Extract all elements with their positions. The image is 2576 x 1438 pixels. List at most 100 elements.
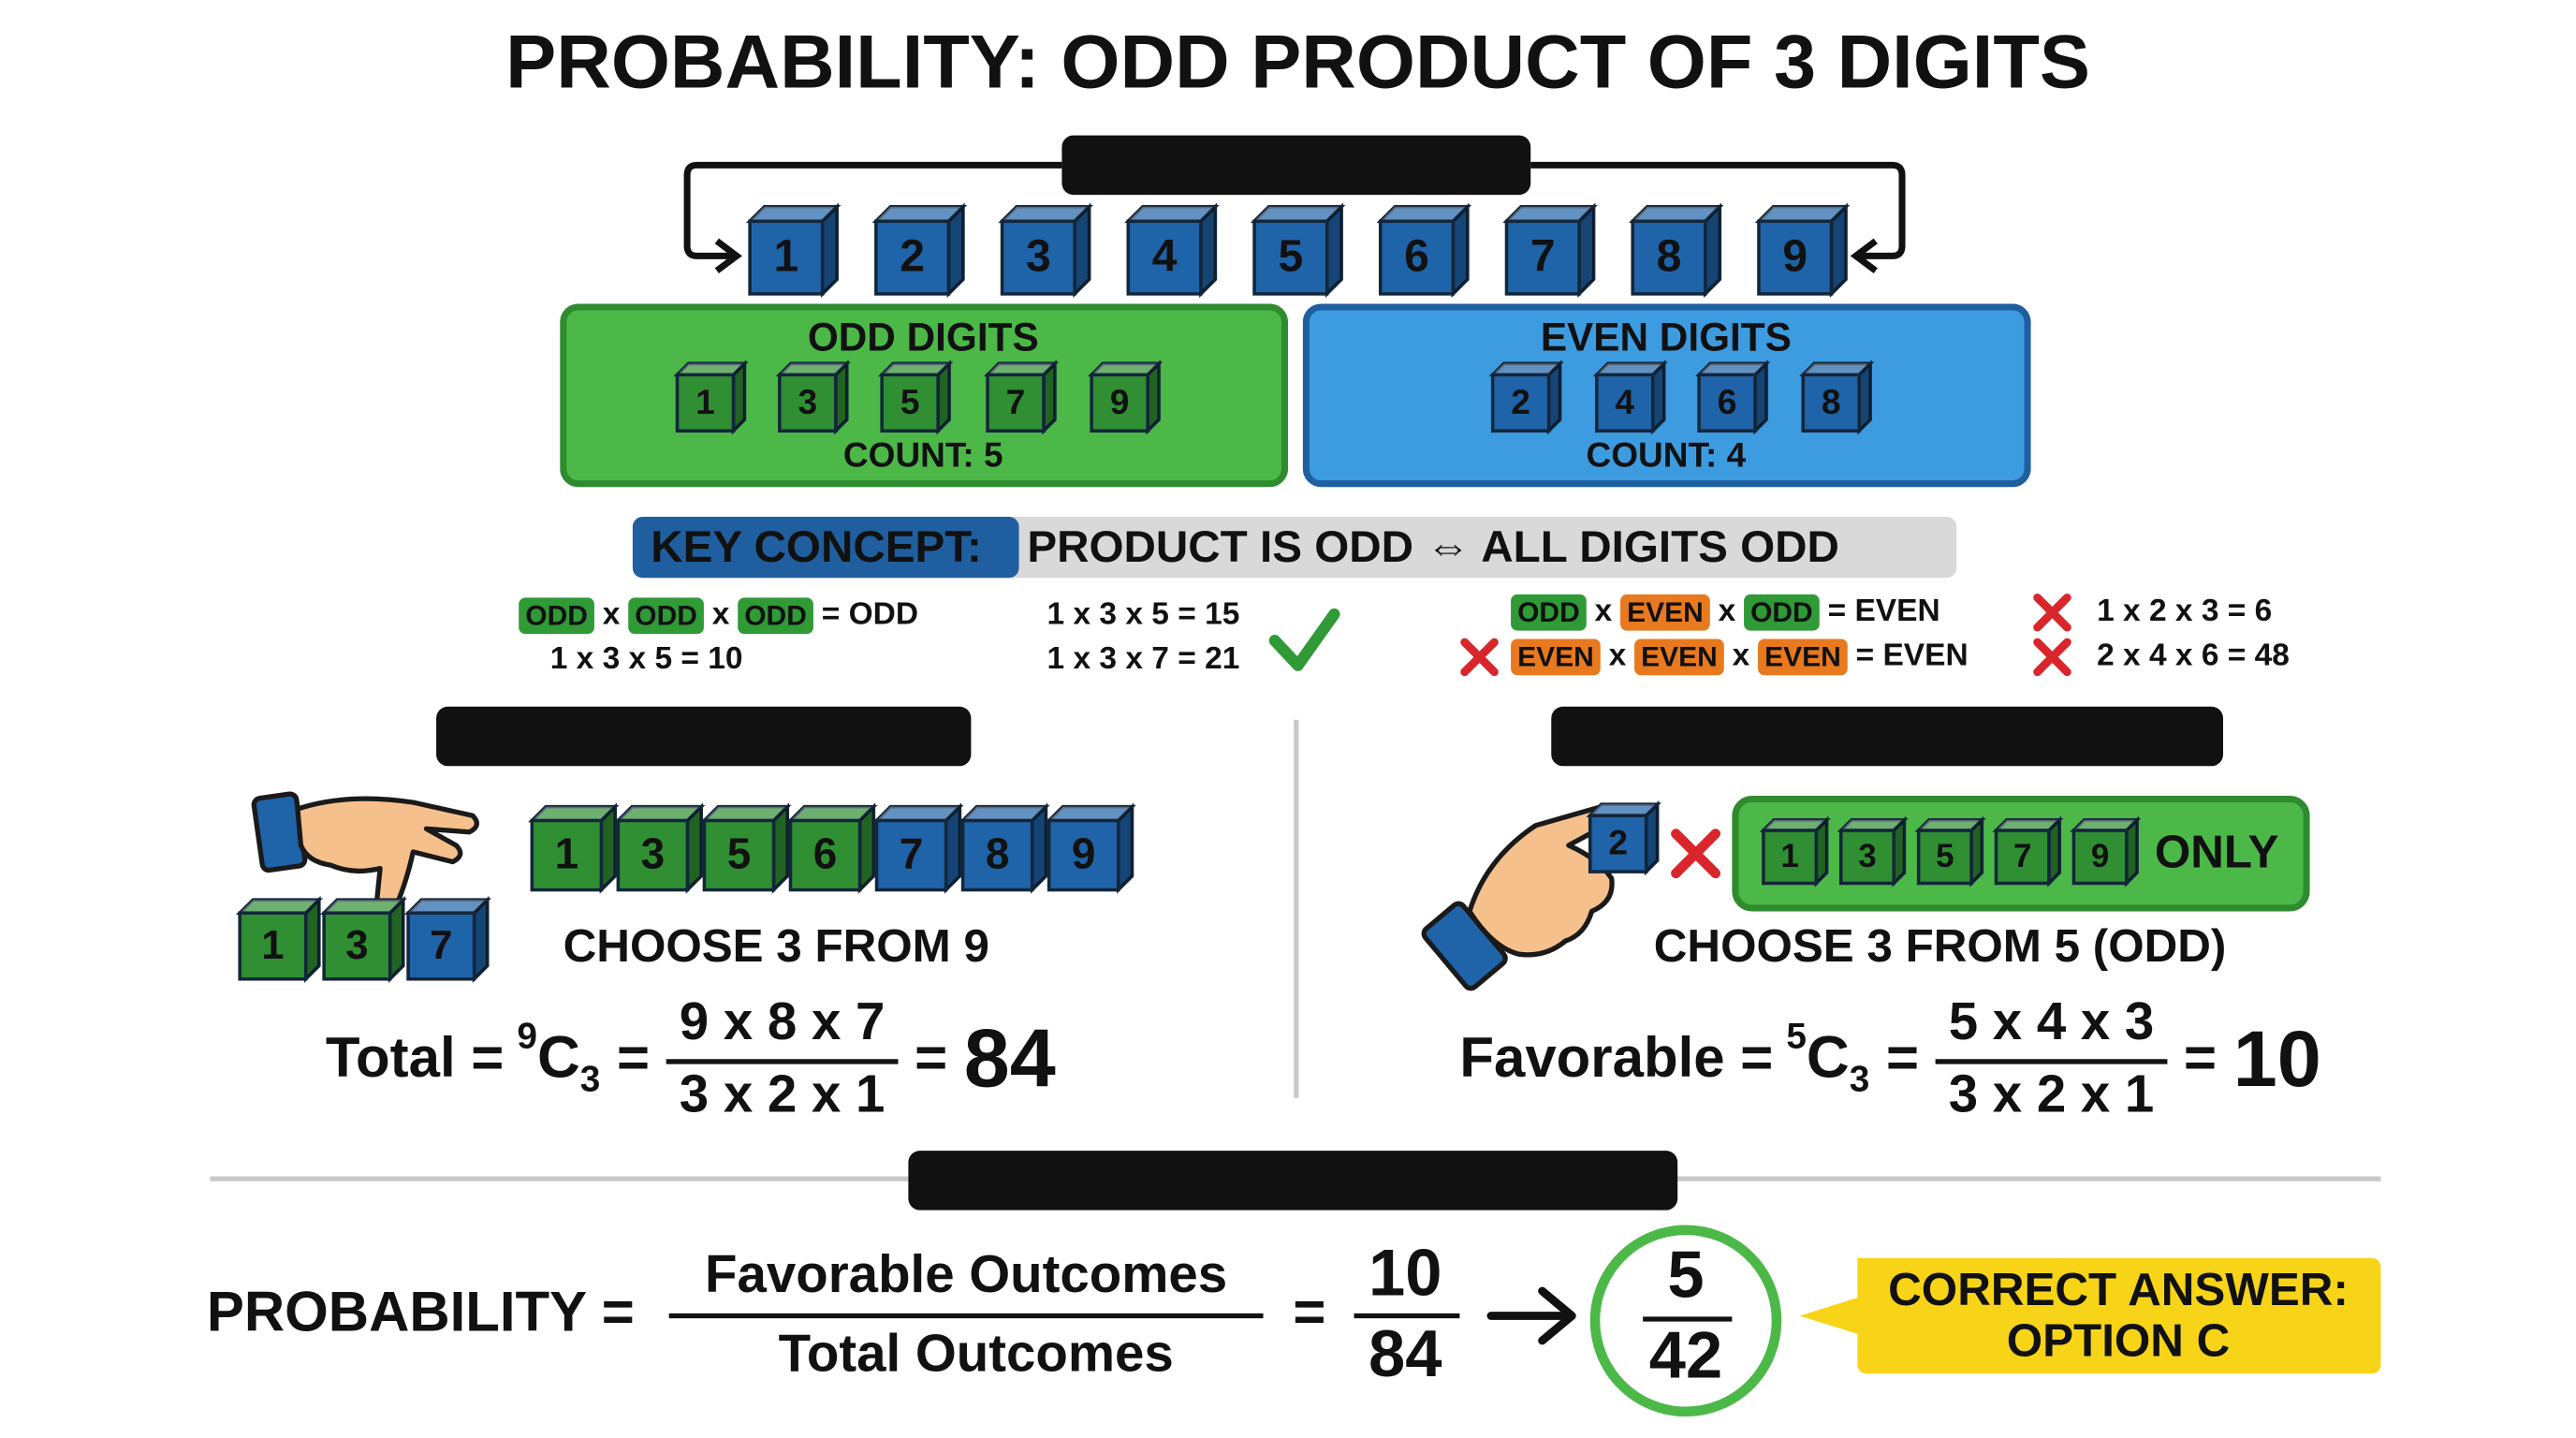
fraction-numerator: 9 x 8 x 7: [680, 991, 886, 1050]
cube-top-shade: [1091, 363, 1160, 375]
key-concept-label-bg: [632, 516, 1019, 579]
digit-cube: 7: [1992, 815, 2064, 888]
fraction-denominator: 3 x 2 x 1: [1949, 1064, 2155, 1123]
cube-digit: 1: [774, 231, 799, 282]
cube-face: [1839, 829, 1895, 886]
digit-cube: 8: [959, 802, 1050, 894]
result: = EVEN: [1828, 594, 1940, 628]
cube-top-shade: [532, 806, 616, 821]
cube-side-shade: [1200, 206, 1216, 294]
cube-top-shade: [240, 900, 319, 914]
formula-label: Total =: [326, 1026, 504, 1089]
cube-face: [322, 911, 392, 981]
digit-cube: 6: [786, 802, 878, 894]
cube-top-shade: [704, 806, 788, 821]
cube-top-shade: [1380, 206, 1468, 222]
cube-top-shade: [1632, 206, 1720, 222]
group-count: COUNT: 5: [843, 434, 1003, 474]
digit-cube: 6: [1376, 202, 1472, 299]
row-label: ONLY: [2155, 827, 2279, 878]
cube-digit: 3: [1858, 838, 1876, 874]
cube-top-shade: [1758, 206, 1847, 222]
group-box: [1302, 303, 2031, 488]
fraction-denominator: Total Outcomes: [779, 1323, 1174, 1382]
cube-face: [1126, 219, 1203, 296]
badge-bg: [1511, 594, 1587, 631]
digit-cube: 1: [528, 802, 620, 894]
operator: x: [1609, 638, 1627, 673]
cube-digit: 7: [2013, 838, 2031, 874]
cube-top-shade: [1840, 819, 1905, 831]
cube-face: [616, 818, 690, 892]
group-heading: EVEN DIGITS: [1541, 315, 1792, 359]
cube-top-shade: [1918, 819, 1983, 831]
cube-face: [986, 373, 1046, 433]
cube-side-shade: [859, 806, 874, 890]
digit-cube: 7: [403, 895, 491, 984]
cube-digit: 9: [2091, 838, 2109, 874]
cube-side-shade: [305, 900, 319, 979]
operator: x: [603, 597, 621, 632]
digit-cube: 6: [1694, 360, 1771, 435]
cube-side-shade: [938, 363, 950, 432]
cube-face: [960, 818, 1034, 892]
cube-face: [1916, 829, 1973, 886]
cube-side-shade: [1859, 363, 1871, 432]
cube-digit: 2: [1608, 823, 1628, 862]
cube-face: [874, 219, 951, 296]
section-heading-bg: [908, 1151, 1678, 1211]
cube-digit: 8: [1822, 382, 1841, 421]
digit-cube: 4: [1124, 202, 1220, 299]
answer-numerator: 5: [1667, 1237, 1704, 1311]
cube-side-shade: [733, 363, 745, 432]
cube-face: [406, 911, 476, 981]
cube-side-shade: [773, 806, 788, 890]
cube-top-shade: [876, 806, 960, 821]
key-concept-statement: PRODUCT IS ODD ⇔ ALL DIGITS ODD: [1027, 522, 1839, 572]
cube-top-shade: [882, 363, 950, 375]
badge-bg: [1744, 594, 1820, 631]
digit-cube: 9: [1754, 202, 1851, 299]
digit-cube: 1: [673, 360, 749, 435]
cube-side-shade: [1652, 363, 1664, 432]
cube-side-shade: [601, 806, 616, 890]
section-heading-bg: [1551, 706, 2224, 767]
badge-bg: [1511, 638, 1601, 676]
section-heading-bg: [436, 706, 972, 767]
section-heading: 1. THE DIGIT POOL: [1100, 139, 1493, 187]
digit-cube: 2: [871, 202, 968, 299]
badge-bg: [1758, 638, 1848, 676]
fraction-numerator: Favorable Outcomes: [705, 1244, 1227, 1303]
badge: ODD: [1750, 597, 1813, 628]
digit-cube: 3: [614, 802, 706, 894]
arrow-icon: [1486, 1286, 1576, 1345]
cross-icon: [1671, 829, 1721, 879]
section-heading: 3. FAVORABLE OUTCOMES: [1603, 710, 2172, 758]
cube-digit: 2: [1511, 382, 1530, 421]
digit-cube: 8: [1798, 360, 1875, 435]
cube-top-shade: [962, 806, 1046, 821]
cube-top-shade: [1596, 363, 1664, 375]
formula-symbol: C: [1807, 1025, 1850, 1091]
digit-cube: 5: [877, 360, 954, 435]
cube-top-shade: [1492, 363, 1560, 375]
cube-digit: 9: [1110, 382, 1130, 421]
cube-top-shade: [779, 363, 847, 375]
digit-cube: 9: [1045, 802, 1136, 894]
cube-side-shade: [1075, 206, 1090, 294]
digit-cube: 1: [1759, 815, 1831, 888]
cube-face: [1801, 373, 1861, 433]
cube-digit: 5: [1936, 838, 1954, 874]
cube-digit: 8: [1657, 231, 1682, 282]
cube-face: [1595, 373, 1655, 433]
cube-top-shade: [1763, 819, 1827, 831]
cube-side-shade: [1971, 819, 1983, 884]
example: 2 x 4 x 6 = 48: [2097, 638, 2290, 673]
cube-digit: 9: [1072, 829, 1096, 877]
cube-side-shade: [1579, 206, 1594, 294]
cube-side-shade: [1032, 806, 1046, 890]
hand-icon: [1421, 802, 1617, 991]
cube-side-shade: [948, 206, 963, 294]
cube-side-shade: [389, 900, 403, 979]
cube-side-shade: [822, 206, 838, 294]
